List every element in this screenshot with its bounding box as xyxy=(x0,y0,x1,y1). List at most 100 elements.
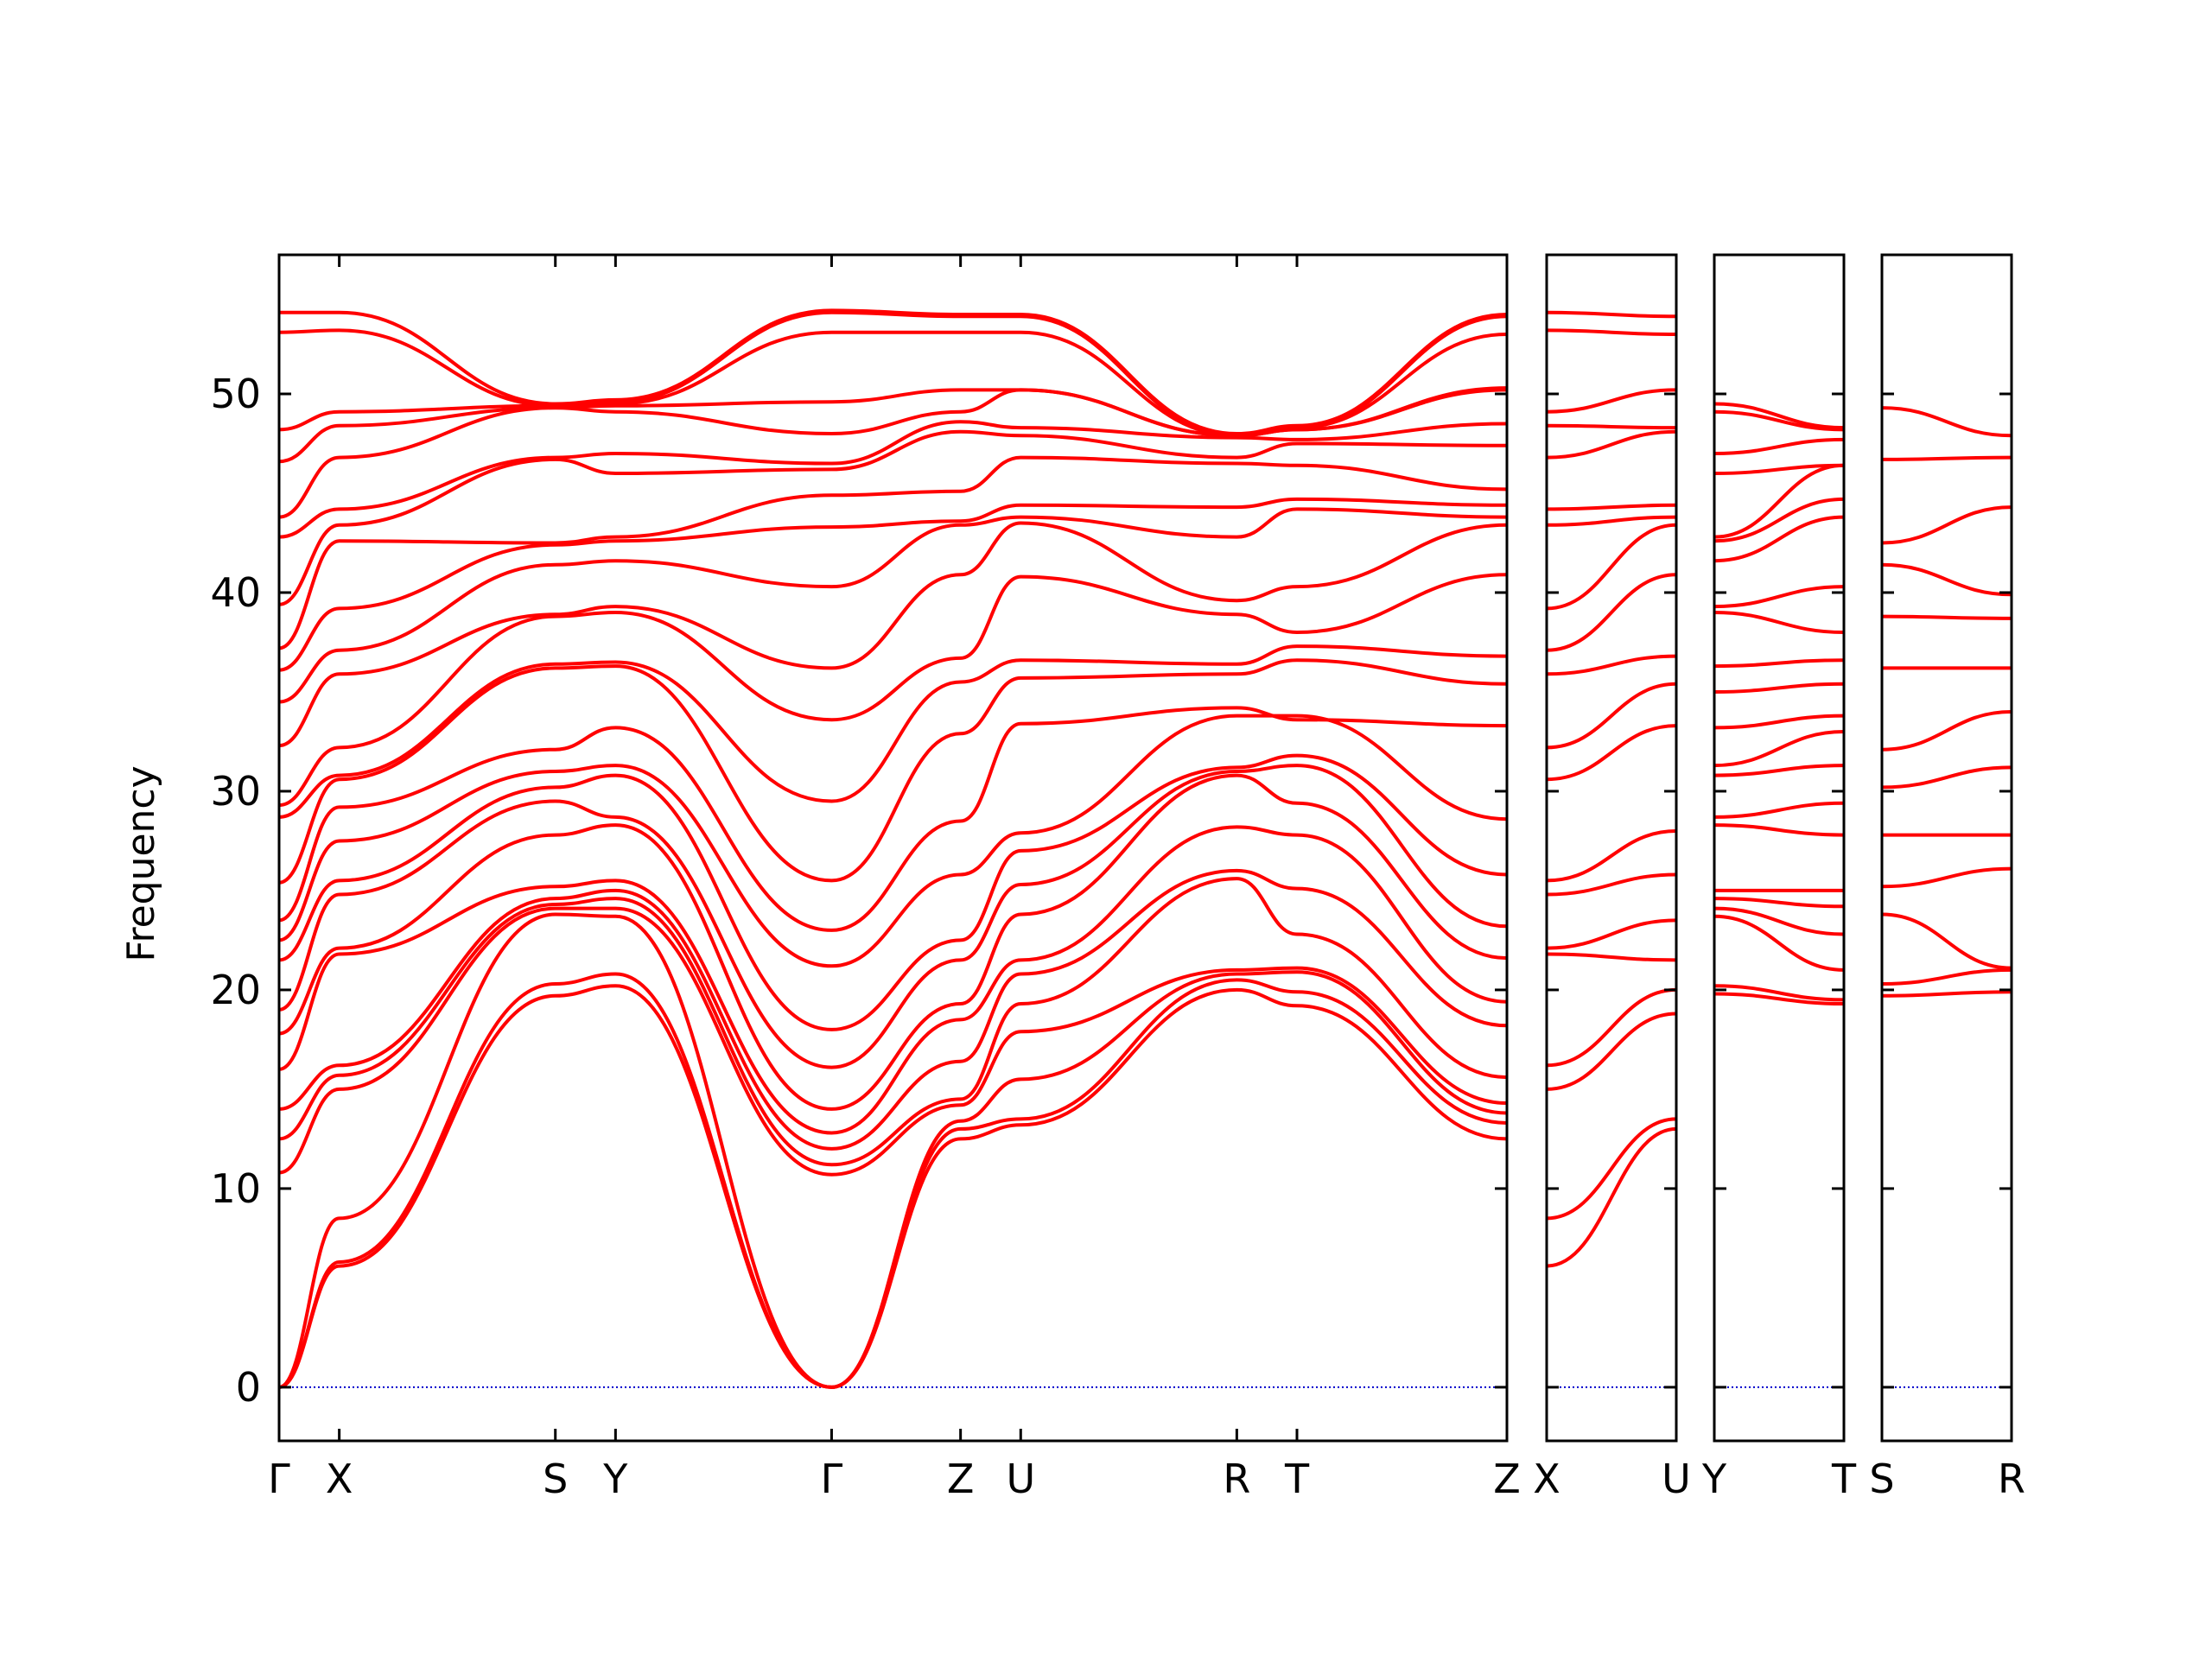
band-line-3-0 xyxy=(1881,990,2012,998)
band-line-0-1 xyxy=(278,972,1508,1389)
x-tick-label: Z xyxy=(947,1456,975,1502)
band-line-1-11 xyxy=(1546,573,1677,652)
y-tick-label: 50 xyxy=(210,371,261,417)
band-line-2-4 xyxy=(1713,897,1845,909)
band-line-2-0 xyxy=(1713,992,1845,1005)
band-line-1-7 xyxy=(1546,829,1677,883)
band-line-0-14 xyxy=(278,573,1508,808)
y-tick-label: 0 xyxy=(236,1364,261,1411)
panel-frame xyxy=(1713,253,1846,1443)
band-line-2-17 xyxy=(1713,463,1845,539)
x-tick-label: U xyxy=(1662,1456,1691,1502)
band-line-0-8 xyxy=(278,764,1508,1069)
band-line-0-19 xyxy=(278,429,1508,606)
band-line-2-14 xyxy=(1713,585,1845,609)
x-tick-label: T xyxy=(1831,1456,1857,1502)
band-line-0-5 xyxy=(278,868,1508,1151)
band-line-2-10 xyxy=(1713,714,1845,730)
band-line-1-18 xyxy=(1546,328,1677,336)
band-line-3-3 xyxy=(1881,866,2012,889)
band-line-3-12 xyxy=(1881,406,2012,438)
band-line-0-3 xyxy=(278,906,1508,1177)
band-line-1-15 xyxy=(1546,429,1677,460)
panel-frame xyxy=(1880,253,2013,1443)
band-line-1-16 xyxy=(1546,423,1677,430)
band-line-1-19 xyxy=(1546,310,1677,319)
band-line-2-20 xyxy=(1713,409,1845,432)
y-tick-label: 20 xyxy=(210,967,261,1013)
panel-frame xyxy=(1545,253,1678,1443)
band-line-0-15 xyxy=(278,521,1508,748)
band-line-2-8 xyxy=(1713,764,1845,777)
band-line-3-5 xyxy=(1881,765,2012,790)
x-tick-label: R xyxy=(1998,1456,2025,1502)
band-line-2-7 xyxy=(1713,801,1845,819)
x-tick-label: R xyxy=(1223,1456,1250,1502)
band-line-2-13 xyxy=(1713,611,1845,634)
band-line-1-14 xyxy=(1546,503,1677,511)
band-line-2-18 xyxy=(1713,463,1845,475)
band-line-3-10 xyxy=(1881,505,2012,545)
band-line-2-19 xyxy=(1713,437,1845,455)
band-line-1-13 xyxy=(1546,515,1677,527)
x-tick-label: S xyxy=(1869,1456,1894,1502)
x-tick-label: Z xyxy=(1493,1456,1521,1502)
ticks-layer xyxy=(277,255,2013,1441)
band-line-3-11 xyxy=(1881,455,2012,461)
x-tick-label: U xyxy=(1006,1456,1035,1502)
band-line-2-3 xyxy=(1713,906,1845,936)
x-tick-label: X xyxy=(326,1456,353,1502)
band-line-2-16 xyxy=(1713,497,1845,543)
band-line-0-20 xyxy=(278,420,1508,539)
band-line-1-3 xyxy=(1546,987,1677,1068)
band-line-0-11 xyxy=(278,706,1508,932)
band-line-1-6 xyxy=(1546,872,1677,897)
band-line-2-21 xyxy=(1713,402,1845,430)
band-line-2-9 xyxy=(1713,730,1845,768)
band-line-1-2 xyxy=(1546,1012,1677,1091)
x-tick-label: Γ xyxy=(268,1456,290,1502)
band-line-0-7 xyxy=(278,773,1508,1111)
band-line-1-8 xyxy=(1546,724,1677,782)
band-line-0-24 xyxy=(278,310,1508,438)
x-tick-label: X xyxy=(1533,1456,1560,1502)
band-line-1-1 xyxy=(1546,1117,1677,1221)
y-axis-label: Frequency xyxy=(119,765,163,961)
band-line-3-1 xyxy=(1881,967,2012,986)
y-tick-label: 30 xyxy=(210,768,261,815)
x-tick-label: S xyxy=(543,1456,568,1502)
band-line-1-10 xyxy=(1546,654,1677,676)
band-line-0-2 xyxy=(278,912,1508,1389)
band-line-0-18 xyxy=(278,455,1508,650)
band-line-3-8 xyxy=(1881,614,2012,620)
panel-frame xyxy=(277,253,1509,1443)
band-line-2-1 xyxy=(1713,984,1845,1002)
band-line-0-13 xyxy=(278,644,1508,819)
x-tick-label: Y xyxy=(1701,1456,1727,1502)
band-line-2-12 xyxy=(1713,658,1845,669)
bands-layer xyxy=(278,308,2012,1389)
x-tick-label: T xyxy=(1284,1456,1310,1502)
y-tick-label: 40 xyxy=(210,569,261,616)
band-line-3-2 xyxy=(1881,912,2012,970)
band-line-2-11 xyxy=(1713,682,1845,694)
band-line-1-0 xyxy=(1546,1126,1677,1268)
band-line-0-17 xyxy=(278,497,1508,672)
band-line-0-6 xyxy=(278,825,1508,1135)
band-line-2-2 xyxy=(1713,914,1845,972)
band-line-0-9 xyxy=(278,753,1508,1031)
band-line-0-12 xyxy=(278,658,1508,885)
band-line-0-0 xyxy=(278,984,1508,1389)
band-line-3-9 xyxy=(1881,562,2012,597)
band-line-3-6 xyxy=(1881,710,2012,752)
band-line-1-9 xyxy=(1546,682,1677,750)
band-line-0-4 xyxy=(278,877,1508,1167)
band-line-2-15 xyxy=(1713,515,1845,563)
frames-layer xyxy=(277,253,2013,1443)
x-tick-label: Y xyxy=(602,1456,628,1502)
band-line-1-17 xyxy=(1546,388,1677,414)
band-line-1-5 xyxy=(1546,918,1677,950)
